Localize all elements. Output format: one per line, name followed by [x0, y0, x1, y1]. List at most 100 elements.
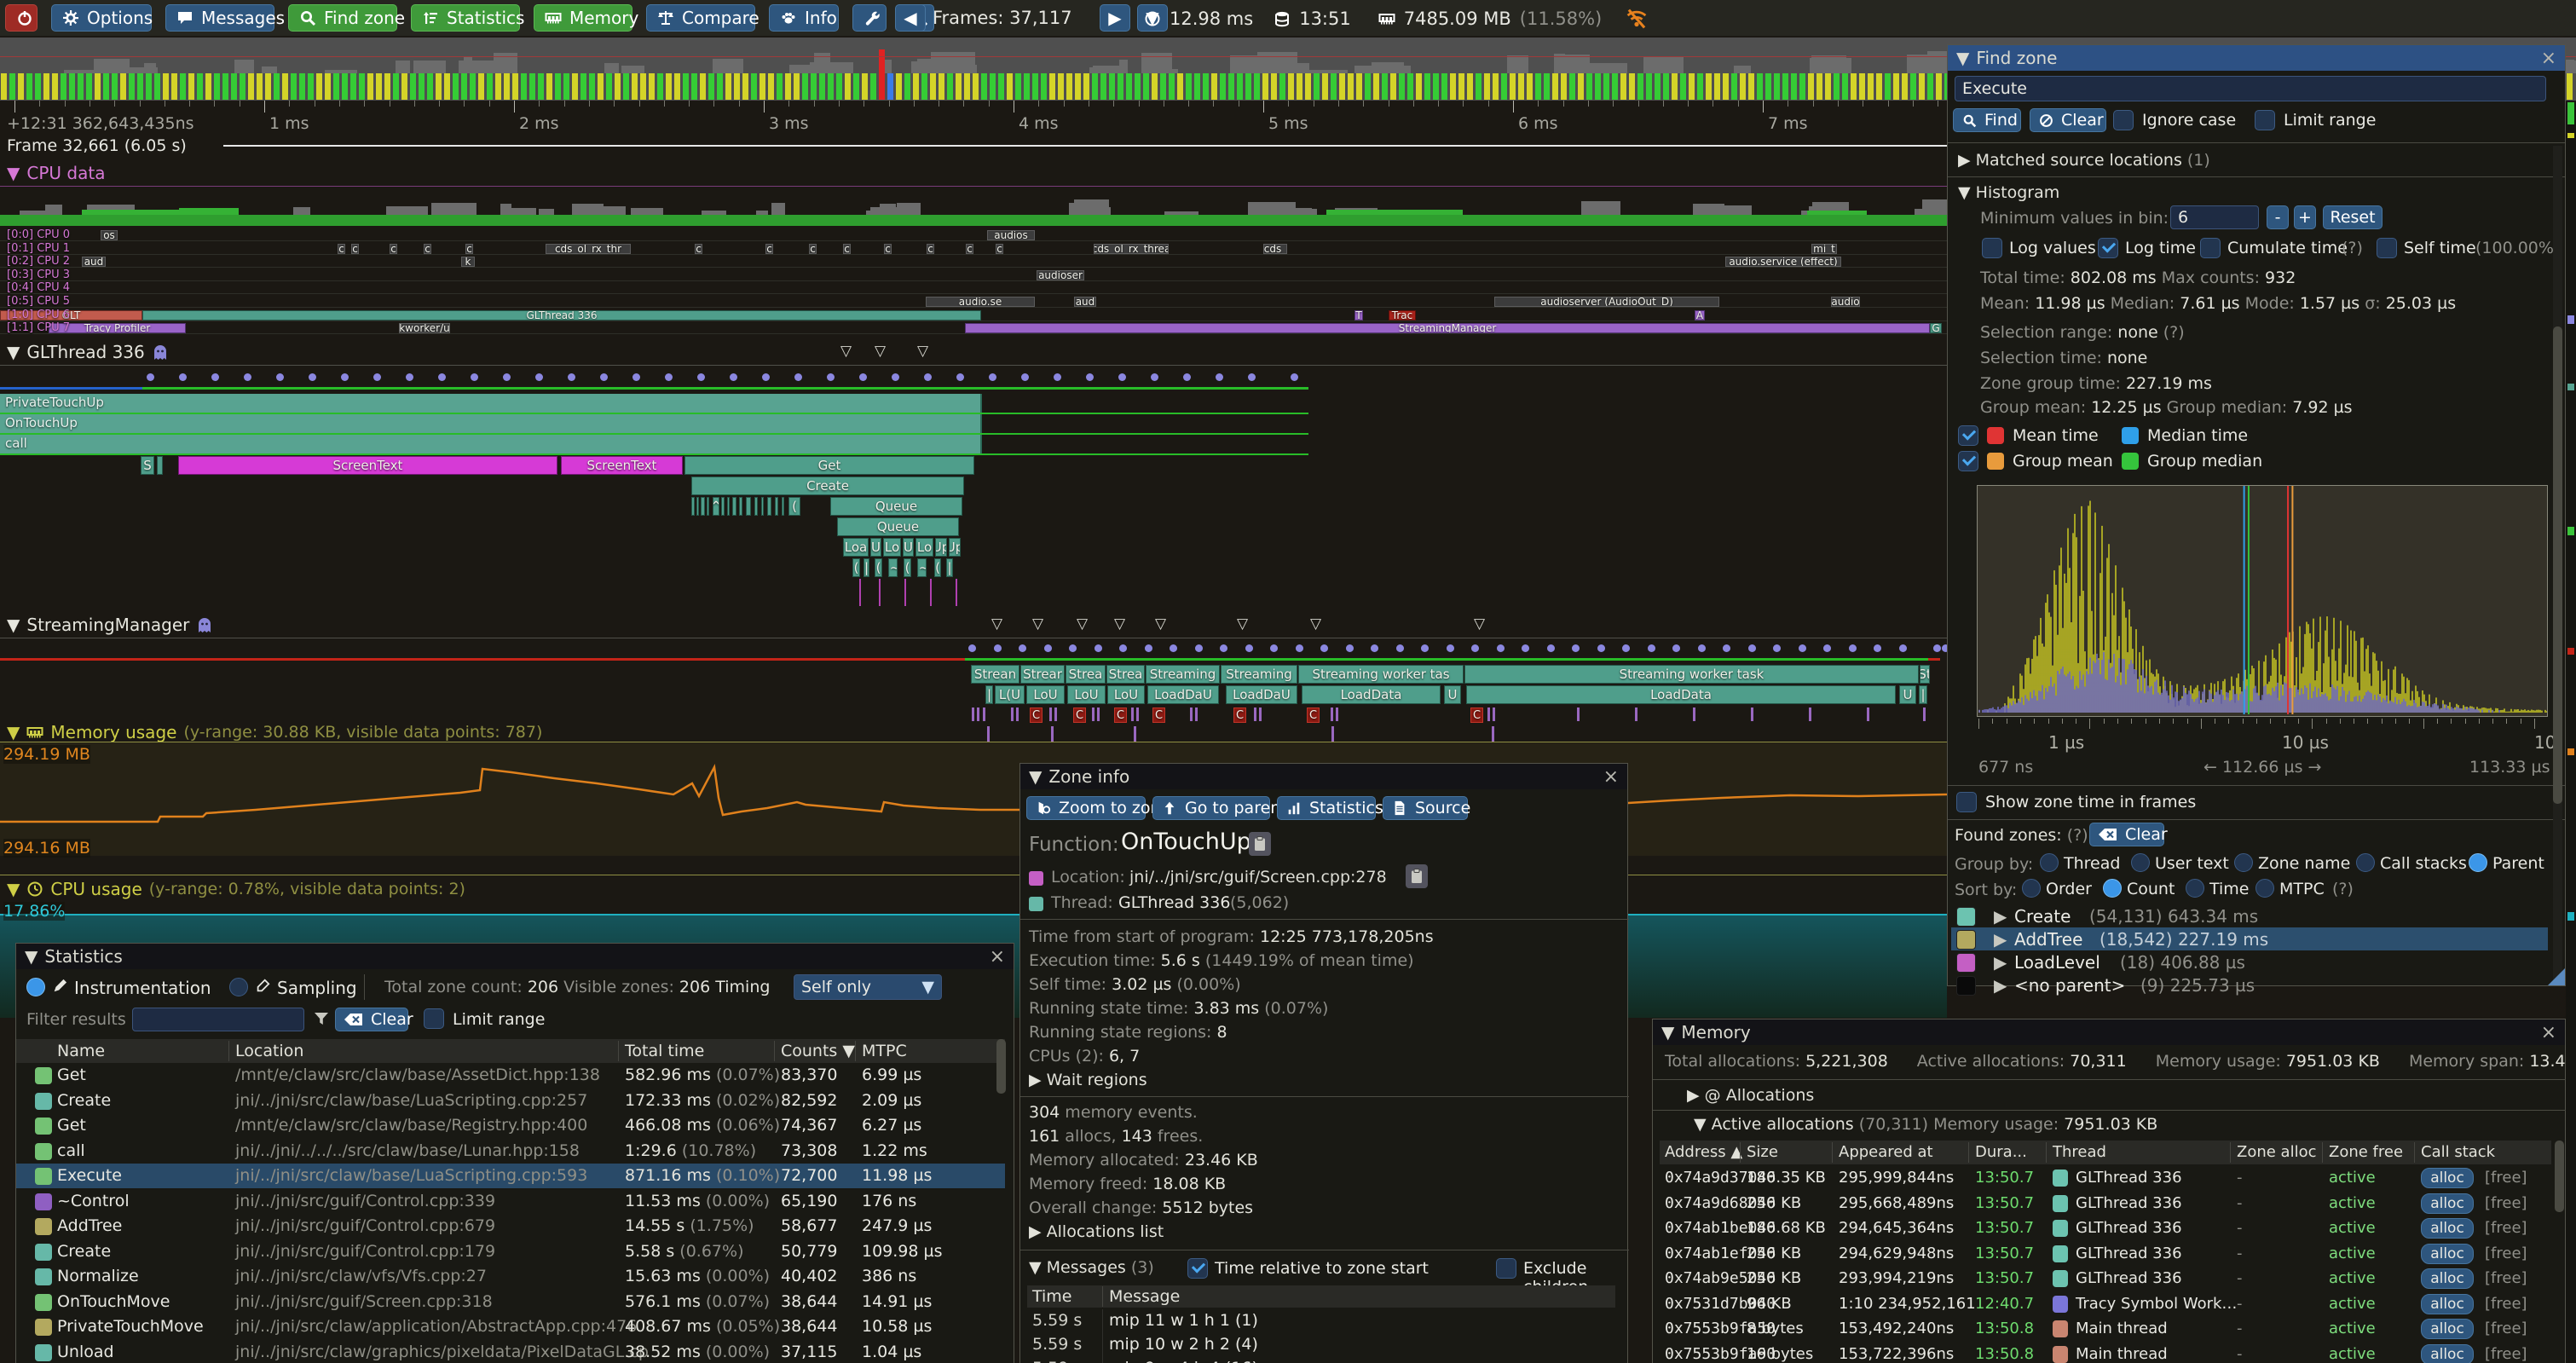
cpu-zone[interactable]: c: [884, 244, 892, 254]
message-row[interactable]: 5.59 smip 11 w 1 h 1 (1): [1027, 1309, 1615, 1333]
resize-grip[interactable]: [2548, 968, 2565, 985]
group-by-radio-call-stacks[interactable]: [2356, 853, 2375, 872]
cpu-row[interactable]: ccccccds_ol_rx_thrcccccccccds_ol_rx_thre…: [0, 244, 1947, 254]
timeline-zone[interactable]: |: [863, 558, 869, 577]
timeline-zone[interactable]: Lo: [915, 538, 933, 557]
timeline-zone[interactable]: Strea: [1066, 665, 1106, 684]
memory-table-row[interactable]: 0x74ab9e5040256 KB293,994,219ns13:50.7GL…: [1660, 1267, 2551, 1291]
alloc-callstack-button[interactable]: alloc: [2421, 1344, 2474, 1363]
active-allocations-header[interactable]: ▼ Active allocations (70,311) Memory usa…: [1694, 1115, 2157, 1134]
messages-button[interactable]: Messages: [165, 4, 274, 32]
find-zone-titlebar[interactable]: ▼Find zone×: [1948, 45, 2565, 71]
ignore-case-checkbox[interactable]: [2113, 110, 2134, 130]
sampling-radio[interactable]: [229, 978, 248, 996]
timeline-zone[interactable]: Strear: [1020, 665, 1065, 684]
increment-button[interactable]: +: [2294, 205, 2316, 229]
timeline-zone[interactable]: [761, 497, 764, 516]
table-row[interactable]: Executejni/../jni/src/claw/base/LuaScrip…: [16, 1164, 1005, 1188]
table-row[interactable]: Get/mnt/e/claw/src/claw/base/Registry.hp…: [16, 1113, 1005, 1138]
cpu-zone[interactable]: Trac: [1389, 310, 1416, 321]
cpu-data-header[interactable]: ▼CPU data: [7, 164, 105, 182]
timeline-zone[interactable]: ScreenText: [561, 456, 683, 475]
timeline-zone-c[interactable]: C: [1233, 707, 1246, 723]
exclude-children-checkbox[interactable]: [1496, 1258, 1516, 1279]
memory-table-row[interactable]: 0x74ab1be040186.68 KB294,645,364ns13:50.…: [1660, 1216, 2551, 1241]
cpu-zone[interactable]: audioserver (AudioOut_D): [1494, 297, 1719, 307]
timeline-zone[interactable]: LoadData: [1302, 685, 1441, 704]
sort-by-radio-order[interactable]: [2022, 879, 2041, 898]
go-to-parent-button[interactable]: Go to parent: [1152, 796, 1270, 820]
cumulate-time-checkbox[interactable]: [2200, 238, 2221, 258]
clear-button[interactable]: Clear: [2030, 108, 2106, 132]
cpu-zone[interactable]: T: [1354, 310, 1363, 321]
memory-table-row[interactable]: 0x74a9d68040256 KB295,668,489ns13:50.7GL…: [1660, 1192, 2551, 1216]
table-row[interactable]: Createjni/../jni/src/claw/base/LuaScript…: [16, 1089, 1005, 1113]
timeline-zone[interactable]: (: [852, 558, 860, 577]
table-row[interactable]: ~Controljni/../jni/src/guif/Control.cpp:…: [16, 1189, 1005, 1214]
timeline-zone[interactable]: |: [985, 685, 993, 704]
timeline-zone[interactable]: ScreenText: [178, 456, 557, 475]
nav-left-button[interactable]: ◀: [895, 4, 926, 32]
timeline-zone[interactable]: [739, 497, 742, 516]
timeline-zone[interactable]: [754, 497, 758, 516]
timeline-zone[interactable]: LoU: [1107, 685, 1145, 704]
cpu-zone[interactable]: audios: [987, 230, 1035, 240]
memory-table-row[interactable]: 0x7553b9fa9016 bytes153,722,396ns13:50.8…: [1660, 1343, 2551, 1363]
timeline-zone[interactable]: Streaming: [1221, 665, 1297, 684]
cpu-zone[interactable]: StreamingManager: [965, 323, 1930, 333]
cpu-row[interactable]: osaudios[0:0] CPU 0: [0, 230, 1947, 240]
statistics-table-header[interactable]: NameLocationTotal timeCounts ▼MTPC: [16, 1039, 1005, 1063]
cpu-zone[interactable]: c: [338, 244, 345, 254]
timeline-zone[interactable]: (: [934, 558, 941, 577]
nav-right-button[interactable]: ▶: [1100, 4, 1130, 32]
relative-time-checkbox[interactable]: [1187, 1258, 1208, 1279]
timeline-zone[interactable]: [767, 497, 771, 516]
close-icon[interactable]: ×: [1603, 766, 1619, 788]
timeline-zone-c[interactable]: C: [1030, 707, 1043, 723]
log-values-checkbox[interactable]: [1982, 238, 2002, 258]
timeline-zone[interactable]: (: [788, 497, 800, 516]
alloc-callstack-button[interactable]: alloc: [2421, 1268, 2474, 1289]
timeline-zone[interactable]: [696, 497, 699, 516]
alloc-callstack-button[interactable]: alloc: [2421, 1244, 2474, 1264]
main-scrollbar[interactable]: [2566, 102, 2576, 1363]
find-zone-button[interactable]: Find zone: [288, 4, 397, 32]
timeline-zone[interactable]: [782, 497, 784, 516]
timeline-zone[interactable]: U: [1899, 685, 1916, 704]
limit-range-checkbox[interactable]: [2255, 110, 2275, 130]
timeline-zone-c[interactable]: C: [1073, 707, 1086, 723]
cpu-zone[interactable]: k: [461, 257, 475, 267]
table-row[interactable]: Unloadjni/../jni/src/claw/graphics/pixel…: [16, 1340, 1005, 1363]
cpu-row[interactable]: audkaudio.service (effect)[0:2] CPU 2: [0, 257, 1947, 267]
table-row[interactable]: calljni/../jni/../../../src/claw/base/Lu…: [16, 1139, 1005, 1164]
source-button[interactable]: Source: [1383, 796, 1468, 820]
zone-bar[interactable]: [0, 394, 982, 413]
timeline-zone[interactable]: ^: [713, 497, 719, 516]
cpu-zone[interactable]: c: [351, 244, 359, 254]
timeline-zone[interactable]: LoadDaU: [1147, 685, 1219, 704]
found-clear-button[interactable]: Clear: [2089, 823, 2164, 846]
cpu-zone[interactable]: audio.se: [926, 297, 1035, 307]
cpu-zone[interactable]: c: [843, 244, 851, 254]
memory-button[interactable]: Memory: [534, 4, 632, 32]
memory-table-row[interactable]: 0x74a9d37040186.35 KB295,999,844ns13:50.…: [1660, 1166, 2551, 1191]
cpu-zone[interactable]: c: [966, 244, 973, 254]
cpu-zone[interactable]: c: [765, 244, 773, 254]
timeline-zone[interactable]: Get: [684, 456, 974, 475]
copy-button[interactable]: [1249, 832, 1271, 856]
cpu-zone[interactable]: G: [1930, 323, 1942, 333]
group-by-radio-user-text[interactable]: [2131, 853, 2150, 872]
cpu-zone[interactable]: kworker/u: [399, 323, 450, 333]
cpu-zone[interactable]: GLThread 336: [142, 310, 981, 321]
cpu-zone[interactable]: c: [465, 244, 473, 254]
scrollbar-thumb[interactable]: [996, 1039, 1006, 1094]
found-zone-row[interactable]: ▶<no parent>(9) 225.73 µs: [1951, 973, 2548, 996]
timeline-zone[interactable]: Create: [691, 476, 964, 495]
timeline-zone[interactable]: LoU: [1026, 685, 1065, 704]
cpu-row[interactable]: [0:4] CPU 4: [0, 283, 1947, 293]
timeline-zone[interactable]: Streaming worker task: [1464, 665, 1919, 684]
timeline-zone[interactable]: Lo: [883, 538, 901, 557]
cpu-zone[interactable]: aud: [1074, 297, 1096, 307]
table-row[interactable]: Createjni/../jni/src/guif/Control.cpp:17…: [16, 1239, 1005, 1264]
min-bin-input[interactable]: 6: [2170, 205, 2259, 229]
